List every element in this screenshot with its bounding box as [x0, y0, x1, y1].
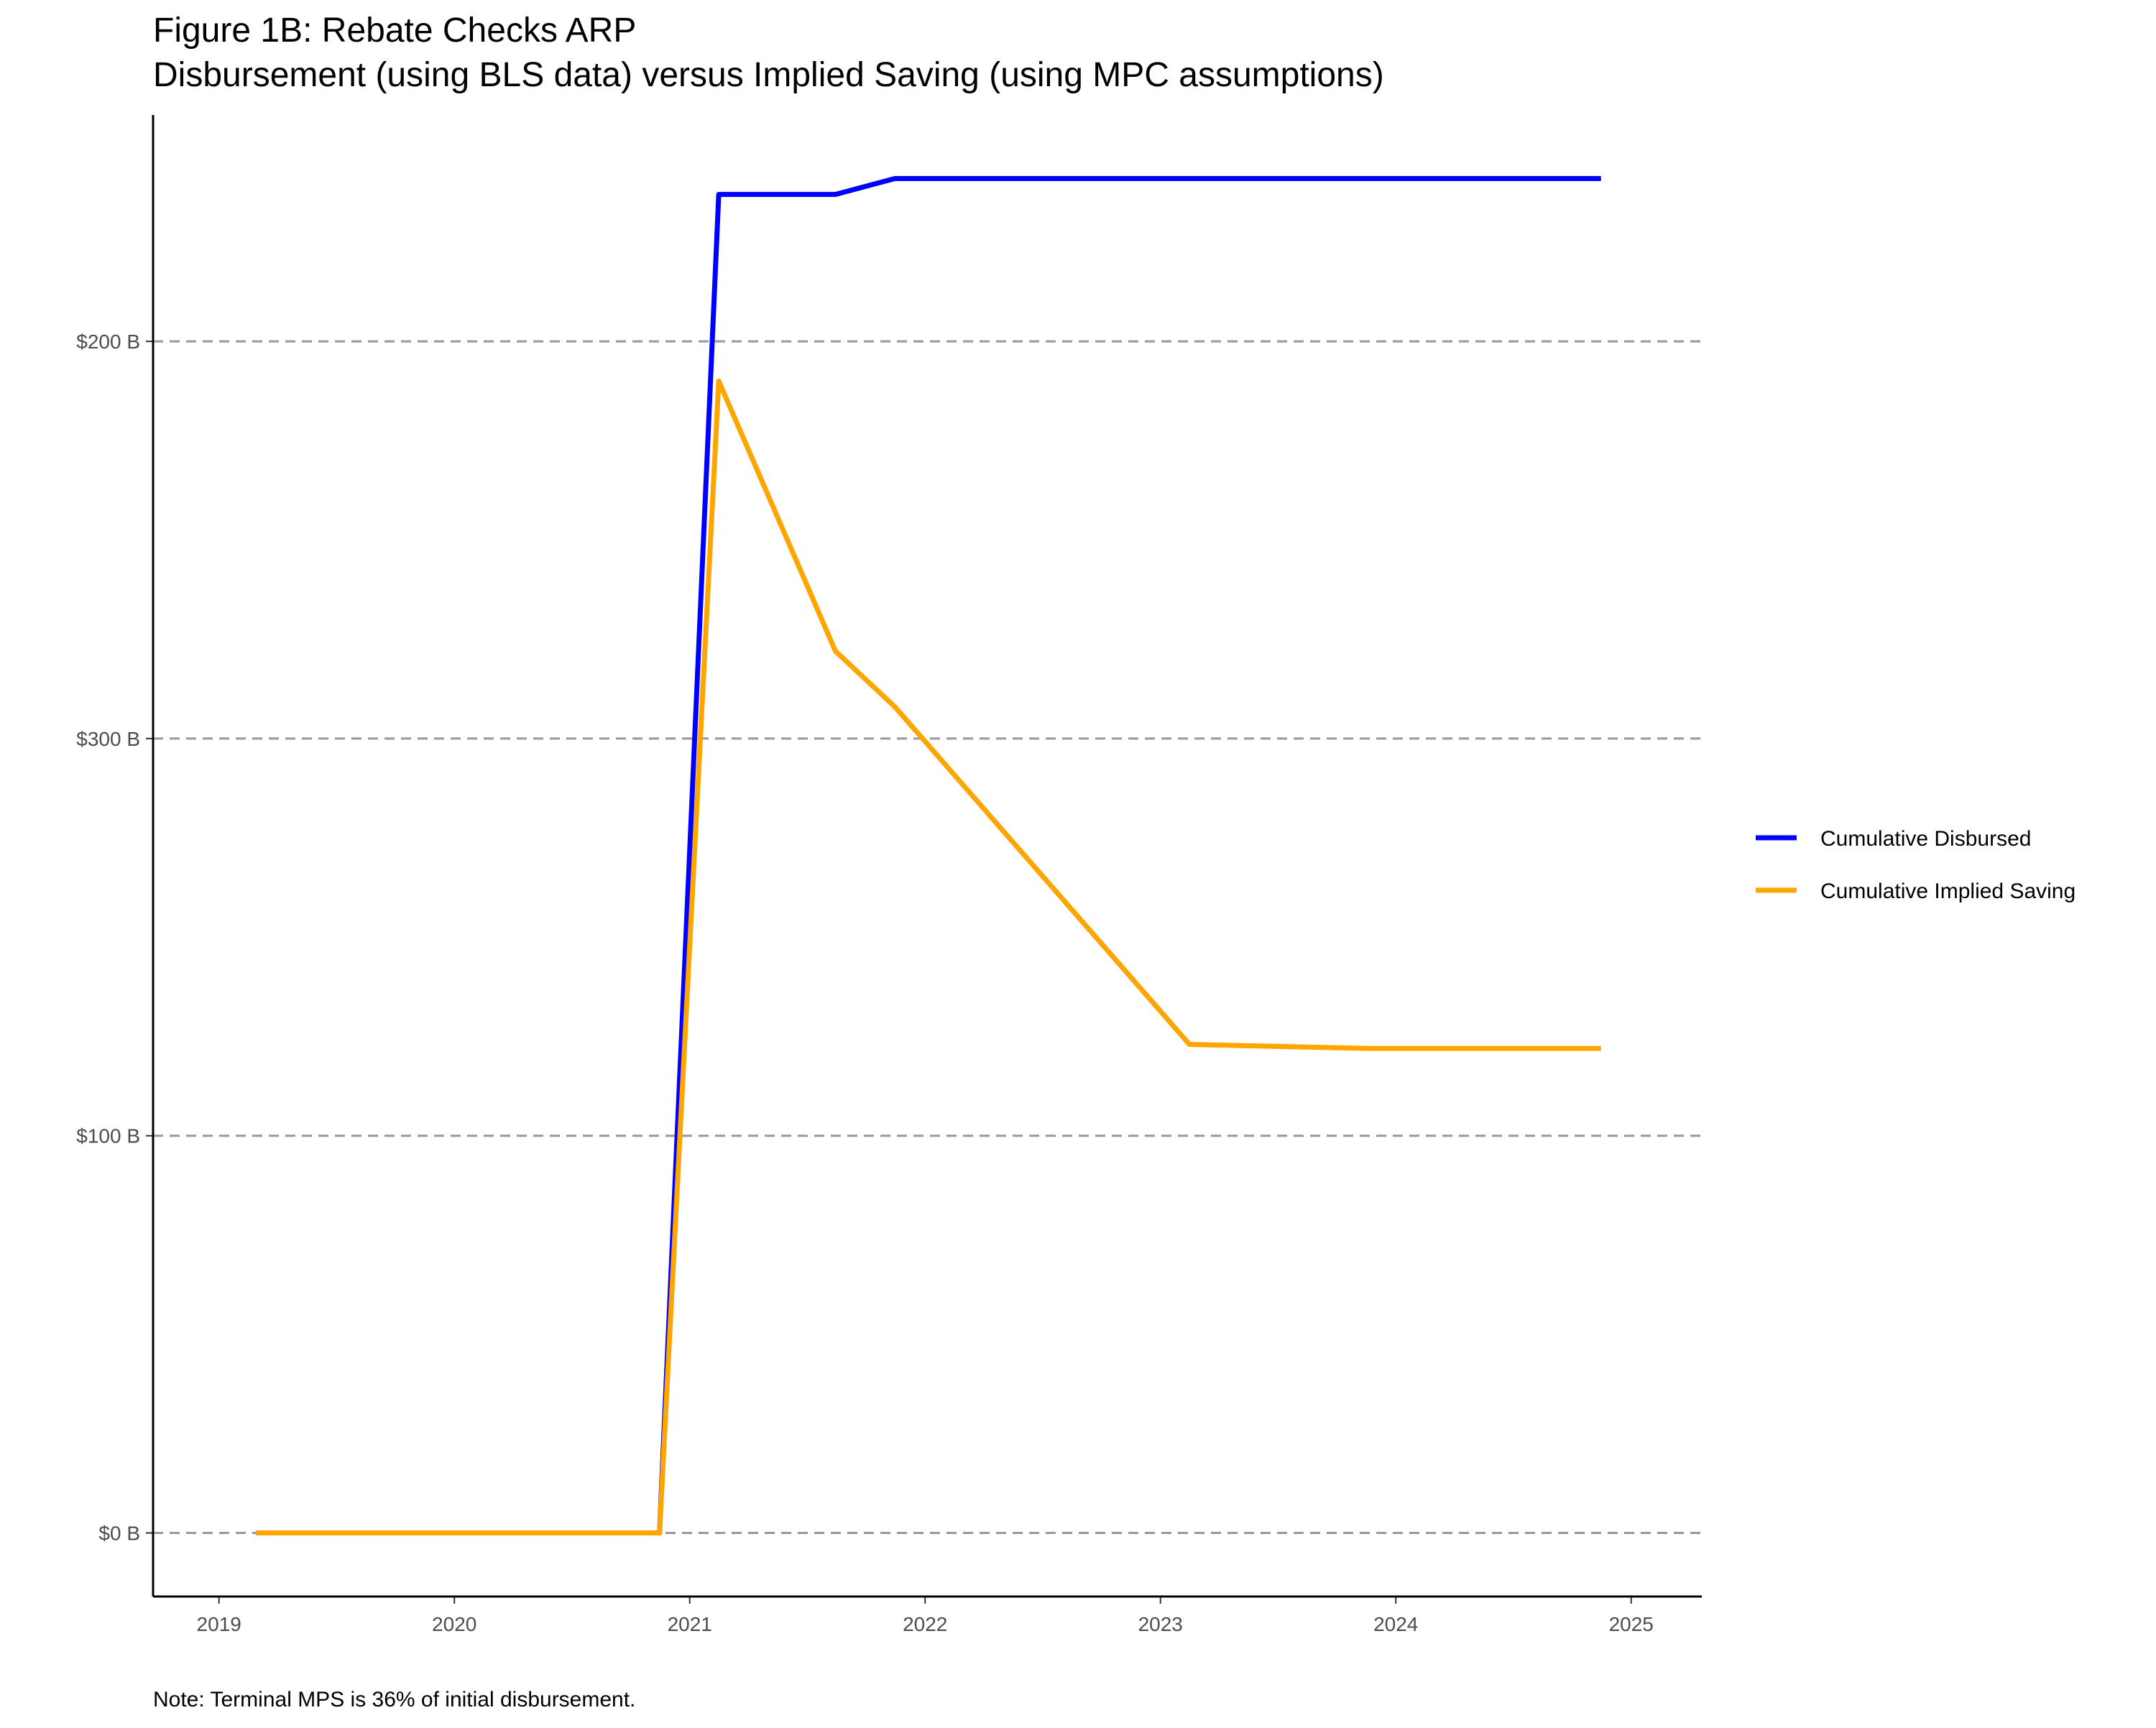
y-tick-label: $300 B — [76, 728, 140, 750]
legend-label-cumulative-implied-saving: Cumulative Implied Saving — [1820, 879, 2076, 903]
y-tick-label: $0 B — [98, 1523, 140, 1545]
series-line-cumulative-implied-saving — [256, 378, 1601, 1535]
axes: $0 B $100 B $200 B $300 B 2019 2020 2021 2022 20… — [76, 115, 1702, 1635]
x-tick-label: 2021 — [668, 1613, 712, 1635]
legend: Cumulative Disbursed Cumulative Implied S… — [1756, 827, 2076, 903]
y-tick-label: $100 B — [76, 1125, 140, 1147]
x-tick-label: 2022 — [903, 1613, 947, 1635]
gridlines — [153, 340, 1702, 1535]
series-lines — [256, 176, 1601, 1535]
chart-note: Note: Terminal MPS is 36% of initial dis… — [153, 1688, 635, 1711]
chart-subtitle: Disbursement (using BLS data) versus Imp… — [153, 56, 1384, 94]
legend-label-cumulative-disbursed: Cumulative Disbursed — [1820, 827, 2031, 851]
x-tick-label: 2025 — [1609, 1613, 1654, 1635]
y-tick-label: $200 B — [76, 331, 140, 353]
x-tick-label: 2019 — [197, 1613, 241, 1635]
x-tick-label: 2024 — [1373, 1613, 1418, 1635]
series-line-cumulative-disbursed — [256, 176, 1601, 1535]
chart-title: Figure 1B: Rebate Checks ARP — [153, 11, 636, 50]
x-tick-label: 2023 — [1138, 1613, 1183, 1635]
x-tick-label: 2020 — [432, 1613, 476, 1635]
